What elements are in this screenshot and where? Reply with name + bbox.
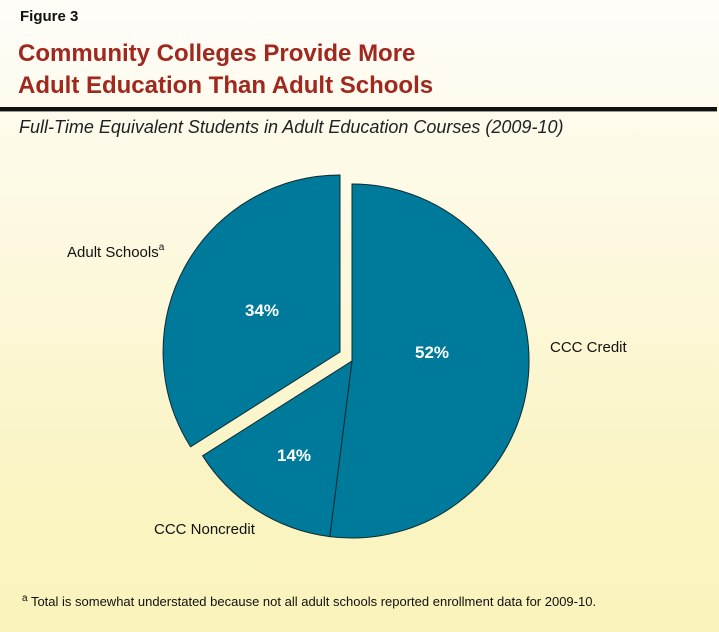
figure-label: Figure 3 xyxy=(20,8,79,25)
chart-subtitle: Full-Time Equivalent Students in Adult E… xyxy=(19,117,564,137)
label-adult-schools: Adult Schoolsa xyxy=(67,242,165,262)
pie-slice-ccc-noncredit xyxy=(201,360,353,538)
footnote-marker: a xyxy=(158,242,165,253)
footnote: a Total is somewhat understated because … xyxy=(22,593,597,610)
footnote-marker: a xyxy=(22,593,28,604)
label-ccc-noncredit: CCC Noncredit xyxy=(154,521,255,538)
pct-ccc-noncredit: 14% xyxy=(276,446,312,465)
chart-title: Community Colleges Provide More Adult Ed… xyxy=(18,38,433,102)
pct-ccc-credit: 52% xyxy=(414,343,450,362)
label-adult-schools-text: Adult Schools xyxy=(67,244,159,261)
title-rule xyxy=(0,107,717,112)
title-line-2: Adult Education Than Adult Schools xyxy=(18,72,434,99)
label-ccc-credit: CCC Credit xyxy=(550,339,627,356)
footnote-text: Total is somewhat understated because no… xyxy=(27,594,597,609)
pct-adult-schools: 34% xyxy=(244,301,280,320)
title-line-1: Community Colleges Provide More xyxy=(18,40,416,67)
pie-slice-ccc-credit xyxy=(329,183,530,539)
pie-slice-adult-schools xyxy=(162,174,341,448)
